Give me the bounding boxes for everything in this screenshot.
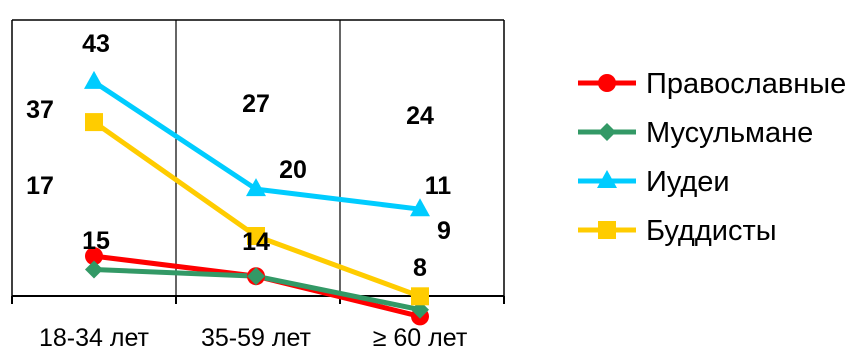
data-label-6: 20 bbox=[279, 156, 307, 184]
data-label-10: 9 bbox=[437, 217, 451, 245]
data-label-1: 43 bbox=[82, 30, 110, 58]
series-4-marker-2 bbox=[247, 227, 265, 245]
legend-marker-1 bbox=[598, 74, 616, 92]
grid bbox=[11, 19, 505, 296]
series-4-marker-1 bbox=[85, 113, 103, 132]
series-1-marker-1 bbox=[85, 247, 103, 266]
series-2-marker-2 bbox=[247, 267, 265, 286]
legend-label-2: Мусульмане bbox=[646, 117, 813, 149]
data-label-8: 24 bbox=[406, 102, 434, 130]
data-label-5: 27 bbox=[242, 90, 270, 118]
data-label-7: 14 bbox=[242, 228, 270, 256]
x-tick-labels: 18-34 лет 35-59 лет ≥ 60 лет bbox=[39, 324, 468, 352]
series-3-marker-3 bbox=[410, 198, 430, 217]
data-label-11: 8 bbox=[413, 254, 427, 282]
legend-marker-4 bbox=[598, 221, 616, 239]
series-layer bbox=[84, 70, 430, 326]
x-tick-label-1: 18-34 лет bbox=[39, 324, 150, 352]
data-label-3: 17 bbox=[26, 172, 54, 200]
legend-label-1: Православные bbox=[646, 68, 846, 100]
series-3-marker-2 bbox=[246, 178, 266, 197]
series-2-marker-1 bbox=[85, 260, 103, 279]
x-tick-label-3: ≥ 60 лет bbox=[373, 324, 468, 352]
series-3-marker-1 bbox=[84, 70, 104, 89]
data-label-4: 15 bbox=[82, 227, 110, 255]
series-4-marker-3 bbox=[411, 287, 429, 306]
legend-label-3: Иудеи bbox=[646, 166, 730, 198]
x-tick-label-2: 35-59 лет bbox=[201, 324, 312, 352]
legend-marker-2 bbox=[598, 123, 616, 141]
legend: Православные Мусульмане Иудеи Буддисты bbox=[578, 68, 846, 247]
legend-marker-3 bbox=[597, 170, 617, 188]
x-axis bbox=[11, 295, 505, 304]
data-labels: 43 37 17 15 27 20 14 24 11 98 bbox=[26, 30, 451, 282]
legend-label-4: Буддисты bbox=[646, 215, 777, 247]
data-label-2: 37 bbox=[26, 96, 54, 124]
data-label-9: 11 bbox=[425, 172, 452, 200]
series-line-1 bbox=[91, 253, 423, 319]
